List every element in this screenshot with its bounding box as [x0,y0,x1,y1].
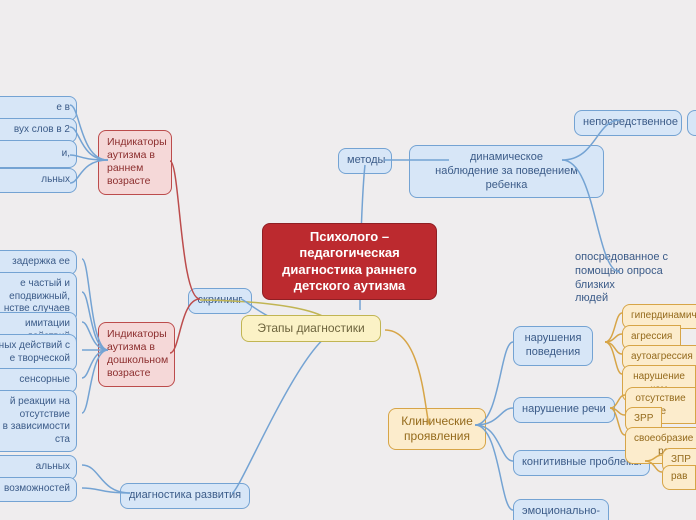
dynamic-obs-node[interactable]: динамическое наблюдение за поведением ре… [409,145,604,198]
left-partial-9: й реакции наотсутствиев зависимостиста [0,390,77,452]
ind-pre-3: возрасте [107,367,150,379]
cog-1-label: рав [671,471,687,482]
left-partial-0: е в [0,96,77,121]
ind-pre-1: аутизма в [107,341,155,353]
indicators-preschool-node[interactable]: Индикаторы аутизма в дошкольном возрасте [98,322,175,387]
clinic-child-3[interactable]: эмоционально- [513,499,609,520]
clinic-child-0-l1: поведения [526,346,580,358]
left-partial-7: ных действий се творческой [0,334,77,371]
direct-label: непосредственное [583,116,678,128]
left-partial-8: сенсорные [0,368,77,393]
etapy-label: Этапы диагностики [257,321,364,335]
ind-early-0: Индикаторы [107,136,167,148]
behavior-0-label: гипердинамич [631,310,696,321]
indicators-early-node[interactable]: Индикаторы аутизма в раннем возрасте [98,130,172,195]
methods-node[interactable]: методы [338,148,392,174]
screening-label: скрининг [198,294,243,306]
indirect-text: опосредованное с помощью опроса близких … [575,251,696,306]
clinic-child-2-l0: конгитивные проблемы [522,456,641,468]
ind-pre-2: дошкольном [107,354,168,366]
indirect-0: опосредованное с [575,251,668,263]
clinical-0: Клинические [401,414,473,428]
left-partial-11: возможностей [0,477,77,502]
diag-razv-label: диагностика развития [129,489,241,501]
clinic-child-1-l0: нарушение речи [522,403,606,415]
dynamic-obs-0: динамическое [470,151,543,163]
speech-1-label: ЗРР [634,413,653,424]
etapy-node[interactable]: Этапы диагностики [241,315,381,342]
root-line-0: Психолого – [310,229,389,244]
methods-label: методы [347,154,385,166]
left-partial-10: альных [0,455,77,480]
clinical-1: проявления [404,429,470,443]
left-partial-3: льных [0,168,77,193]
ind-early-3: возрасте [107,175,150,187]
left-partial-4: задержка ее [0,250,77,275]
clinic-child-0-l0: нарушения [525,332,582,344]
indirect-2: людей [575,292,608,304]
ind-pre-0: Индикаторы [107,328,167,340]
root-line-1: педагогическая [299,245,399,260]
diag-razvitiya-node[interactable]: диагностика развития [120,483,250,509]
direct-req-node[interactable]: требо [687,110,696,136]
root-line-2: диагностика раннего [282,262,417,277]
root-node[interactable]: Психолого – педагогическая диагностика р… [262,223,437,300]
root-line-3: детского аутизма [294,278,406,293]
ind-early-1: аутизма в [107,149,155,161]
cog-1[interactable]: рав [662,465,696,490]
indirect-1: помощью опроса близких [575,265,663,291]
clinic-child-3-l0: эмоционально- [522,505,600,517]
left-partial-1: вух слов в 2 [0,118,77,143]
ind-early-2: раннем [107,162,143,174]
left-partial-2: и, [0,140,77,168]
clinic-child-1[interactable]: нарушение речи [513,397,615,423]
cog-0-label: ЗПР [671,454,691,465]
screening-node[interactable]: скрининг [188,288,252,314]
dynamic-obs-1: наблюдение за поведением ребенка [435,165,578,191]
direct-node[interactable]: непосредственное [574,110,682,136]
behavior-1-label: агрессия [631,331,672,342]
behavior-2-label: аутоагрессия [631,351,693,362]
clinical-node[interactable]: Клинические проявления [388,408,486,450]
clinic-child-0[interactable]: нарушения поведения [513,326,593,366]
